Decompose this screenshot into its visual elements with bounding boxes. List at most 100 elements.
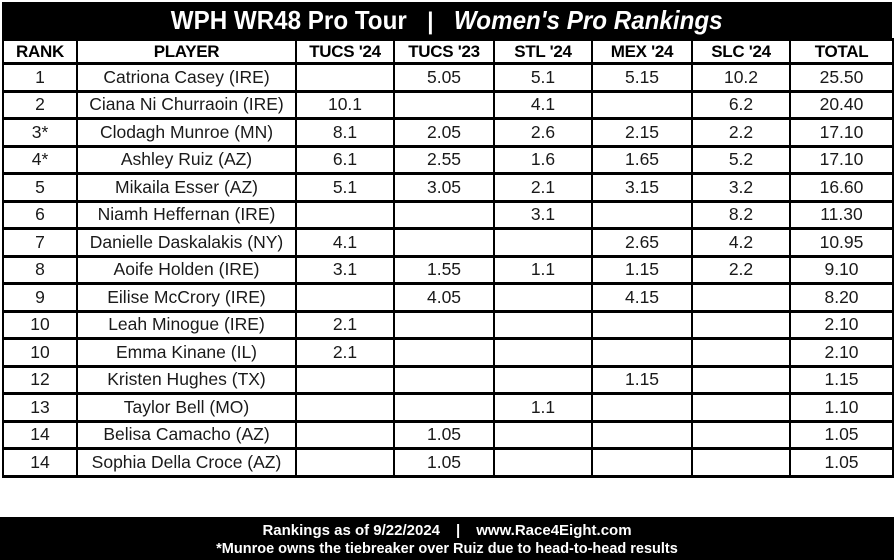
cell-tucs-23 — [393, 89, 495, 120]
table-row: 1 Catriona Casey (IRE) 5.05 5.1 5.15 10.2 25.5… — [2, 62, 894, 93]
cell-tucs-23 — [393, 392, 495, 423]
cell-tucs-23: 1.05 — [393, 419, 495, 450]
table-row: 12 Kristen Hughes (TX) 1.15 1.15 — [2, 364, 894, 395]
cell-stl-24 — [493, 364, 593, 395]
cell-total: 17.10 — [789, 144, 894, 175]
cell-tucs-24 — [295, 392, 395, 423]
cell-tucs-24: 6.1 — [295, 144, 395, 175]
cell-player: Danielle Daskalakis (NY) — [76, 227, 297, 258]
column-header-stl-24: STL '24 — [493, 38, 593, 65]
footer-rankings-date: Rankings as of 9/22/2024 | www.Race4Eight.… — [0, 522, 894, 539]
cell-slc-24: 10.2 — [691, 62, 791, 93]
table-row: 5 Mikaila Esser (AZ) 5.1 3.05 2.1 3.15 3.2 16.6… — [2, 172, 894, 203]
cell-rank: 2 — [2, 89, 78, 120]
column-header-player: PLAYER — [76, 38, 297, 65]
cell-rank: 13 — [2, 392, 78, 423]
cell-mex-24: 1.15 — [591, 364, 693, 395]
cell-tucs-24 — [295, 419, 395, 450]
cell-tucs-23: 5.05 — [393, 62, 495, 93]
cell-stl-24: 5.1 — [493, 62, 593, 93]
cell-total: 17.10 — [789, 117, 894, 148]
cell-rank: 4* — [2, 144, 78, 175]
cell-tucs-23 — [393, 337, 495, 368]
table-row: 7 Danielle Daskalakis (NY) 4.1 2.65 4.2 10.95 — [2, 227, 894, 258]
cell-total: 20.40 — [789, 89, 894, 120]
cell-player: Kristen Hughes (TX) — [76, 364, 297, 395]
cell-total: 1.05 — [789, 419, 894, 450]
cell-tucs-24 — [295, 364, 395, 395]
cell-rank: 6 — [2, 199, 78, 230]
cell-slc-24 — [691, 309, 791, 340]
cell-total: 9.10 — [789, 254, 894, 285]
cell-slc-24: 4.2 — [691, 227, 791, 258]
table-row: 4* Ashley Ruiz (AZ) 6.1 2.55 1.6 1.65 5.2 17.10 — [2, 144, 894, 175]
cell-tucs-24: 2.1 — [295, 309, 395, 340]
cell-tucs-23 — [393, 199, 495, 230]
title-bar: WPH WR48 Pro Tour | Women's Pro Rankings — [2, 2, 892, 38]
cell-total: 8.20 — [789, 282, 894, 313]
cell-tucs-23 — [393, 364, 495, 395]
cell-rank: 8 — [2, 254, 78, 285]
cell-rank: 9 — [2, 282, 78, 313]
cell-tucs-24: 2.1 — [295, 337, 395, 368]
cell-tucs-23: 4.05 — [393, 282, 495, 313]
cell-tucs-24 — [295, 282, 395, 313]
cell-stl-24 — [493, 419, 593, 450]
table-row: 3* Clodagh Munroe (MN) 8.1 2.05 2.6 2.15 2.2 17… — [2, 117, 894, 148]
cell-rank: 12 — [2, 364, 78, 395]
cell-tucs-24: 8.1 — [295, 117, 395, 148]
cell-stl-24: 2.1 — [493, 172, 593, 203]
cell-mex-24 — [591, 309, 693, 340]
column-header-tucs-24: TUCS '24 — [295, 38, 395, 65]
cell-slc-24: 3.2 — [691, 172, 791, 203]
cell-stl-24 — [493, 447, 593, 478]
cell-stl-24: 2.6 — [493, 117, 593, 148]
cell-slc-24: 2.2 — [691, 254, 791, 285]
cell-slc-24 — [691, 337, 791, 368]
cell-player: Belisa Camacho (AZ) — [76, 419, 297, 450]
column-header-total: TOTAL — [789, 38, 894, 65]
footer-bar: Rankings as of 9/22/2024 | www.Race4Eight.… — [0, 517, 894, 560]
cell-rank: 14 — [2, 419, 78, 450]
cell-mex-24 — [591, 419, 693, 450]
cell-tucs-23: 2.05 — [393, 117, 495, 148]
cell-mex-24 — [591, 392, 693, 423]
table-row: 2 Ciana Ni Churraoin (IRE) 10.1 4.1 6.2 20.40 — [2, 89, 894, 120]
cell-player: Leah Minogue (IRE) — [76, 309, 297, 340]
cell-mex-24 — [591, 89, 693, 120]
title-separator: | — [427, 7, 434, 35]
cell-rank: 1 — [2, 62, 78, 93]
cell-rank: 10 — [2, 309, 78, 340]
cell-rank: 10 — [2, 337, 78, 368]
cell-mex-24 — [591, 199, 693, 230]
cell-slc-24: 2.2 — [691, 117, 791, 148]
cell-player: Niamh Heffernan (IRE) — [76, 199, 297, 230]
cell-mex-24 — [591, 337, 693, 368]
cell-slc-24: 6.2 — [691, 89, 791, 120]
header-row: RANK PLAYER TUCS '24 TUCS '23 STL '24 MEX '24… — [2, 38, 894, 65]
cell-slc-24: 5.2 — [691, 144, 791, 175]
cell-player: Sophia Della Croce (AZ) — [76, 447, 297, 478]
column-header-slc-24: SLC '24 — [691, 38, 791, 65]
cell-slc-24 — [691, 392, 791, 423]
title-subtitle: Women's Pro Rankings — [454, 4, 723, 35]
cell-player: Clodagh Munroe (MN) — [76, 117, 297, 148]
cell-mex-24 — [591, 447, 693, 478]
cell-mex-24: 2.15 — [591, 117, 693, 148]
cell-total: 16.60 — [789, 172, 894, 203]
cell-stl-24: 3.1 — [493, 199, 593, 230]
cell-stl-24 — [493, 227, 593, 258]
cell-tucs-23: 3.05 — [393, 172, 495, 203]
cell-total: 10.95 — [789, 227, 894, 258]
cell-mex-24: 1.15 — [591, 254, 693, 285]
cell-mex-24: 5.15 — [591, 62, 693, 93]
cell-slc-24: 8.2 — [691, 199, 791, 230]
cell-tucs-23: 1.05 — [393, 447, 495, 478]
cell-player: Catriona Casey (IRE) — [76, 62, 297, 93]
cell-total: 1.10 — [789, 392, 894, 423]
cell-rank: 14 — [2, 447, 78, 478]
cell-player: Mikaila Esser (AZ) — [76, 172, 297, 203]
cell-stl-24: 1.1 — [493, 254, 593, 285]
cell-tucs-24: 5.1 — [295, 172, 395, 203]
cell-tucs-23 — [393, 309, 495, 340]
